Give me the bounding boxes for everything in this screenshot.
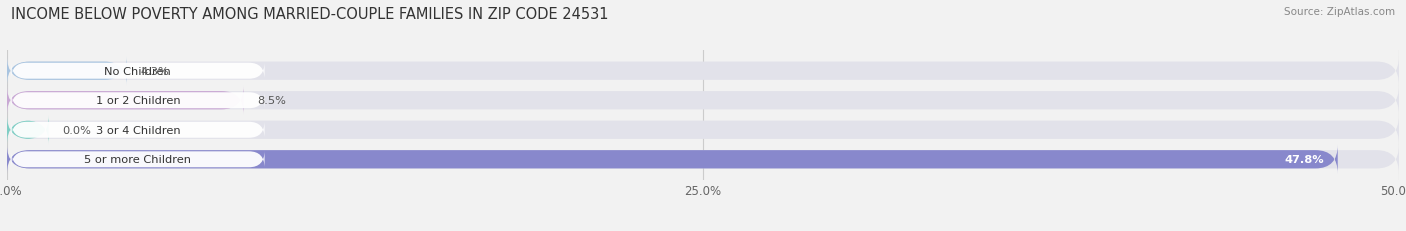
FancyBboxPatch shape bbox=[7, 86, 243, 115]
FancyBboxPatch shape bbox=[7, 145, 1337, 174]
Text: 4.3%: 4.3% bbox=[141, 67, 169, 76]
FancyBboxPatch shape bbox=[7, 86, 1399, 115]
FancyBboxPatch shape bbox=[11, 151, 264, 168]
FancyBboxPatch shape bbox=[7, 116, 49, 145]
Text: No Children: No Children bbox=[104, 67, 172, 76]
Text: 3 or 4 Children: 3 or 4 Children bbox=[96, 125, 180, 135]
Text: INCOME BELOW POVERTY AMONG MARRIED-COUPLE FAMILIES IN ZIP CODE 24531: INCOME BELOW POVERTY AMONG MARRIED-COUPL… bbox=[11, 7, 609, 22]
Text: 1 or 2 Children: 1 or 2 Children bbox=[96, 96, 180, 106]
Text: 0.0%: 0.0% bbox=[63, 125, 91, 135]
FancyBboxPatch shape bbox=[7, 57, 1399, 86]
Text: Source: ZipAtlas.com: Source: ZipAtlas.com bbox=[1284, 7, 1395, 17]
FancyBboxPatch shape bbox=[11, 92, 264, 109]
FancyBboxPatch shape bbox=[7, 57, 127, 86]
FancyBboxPatch shape bbox=[7, 116, 1399, 145]
Text: 8.5%: 8.5% bbox=[257, 96, 287, 106]
Text: 5 or more Children: 5 or more Children bbox=[84, 155, 191, 164]
FancyBboxPatch shape bbox=[7, 145, 1399, 174]
FancyBboxPatch shape bbox=[11, 122, 264, 139]
FancyBboxPatch shape bbox=[11, 63, 264, 80]
Text: 47.8%: 47.8% bbox=[1284, 155, 1324, 164]
